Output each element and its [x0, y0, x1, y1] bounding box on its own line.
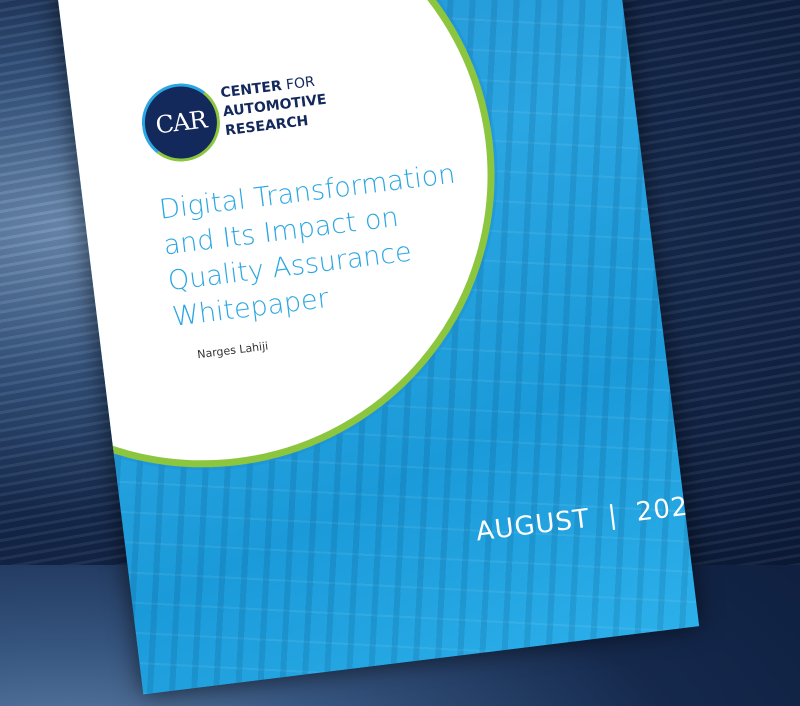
org-line1-light: FOR [280, 73, 316, 94]
publication-date: AUGUST | 2022 [474, 489, 700, 548]
whitepaper-cover: CAR CENTER FOR AUTOMOTIVE RESEARCH Digit… [53, 0, 700, 695]
